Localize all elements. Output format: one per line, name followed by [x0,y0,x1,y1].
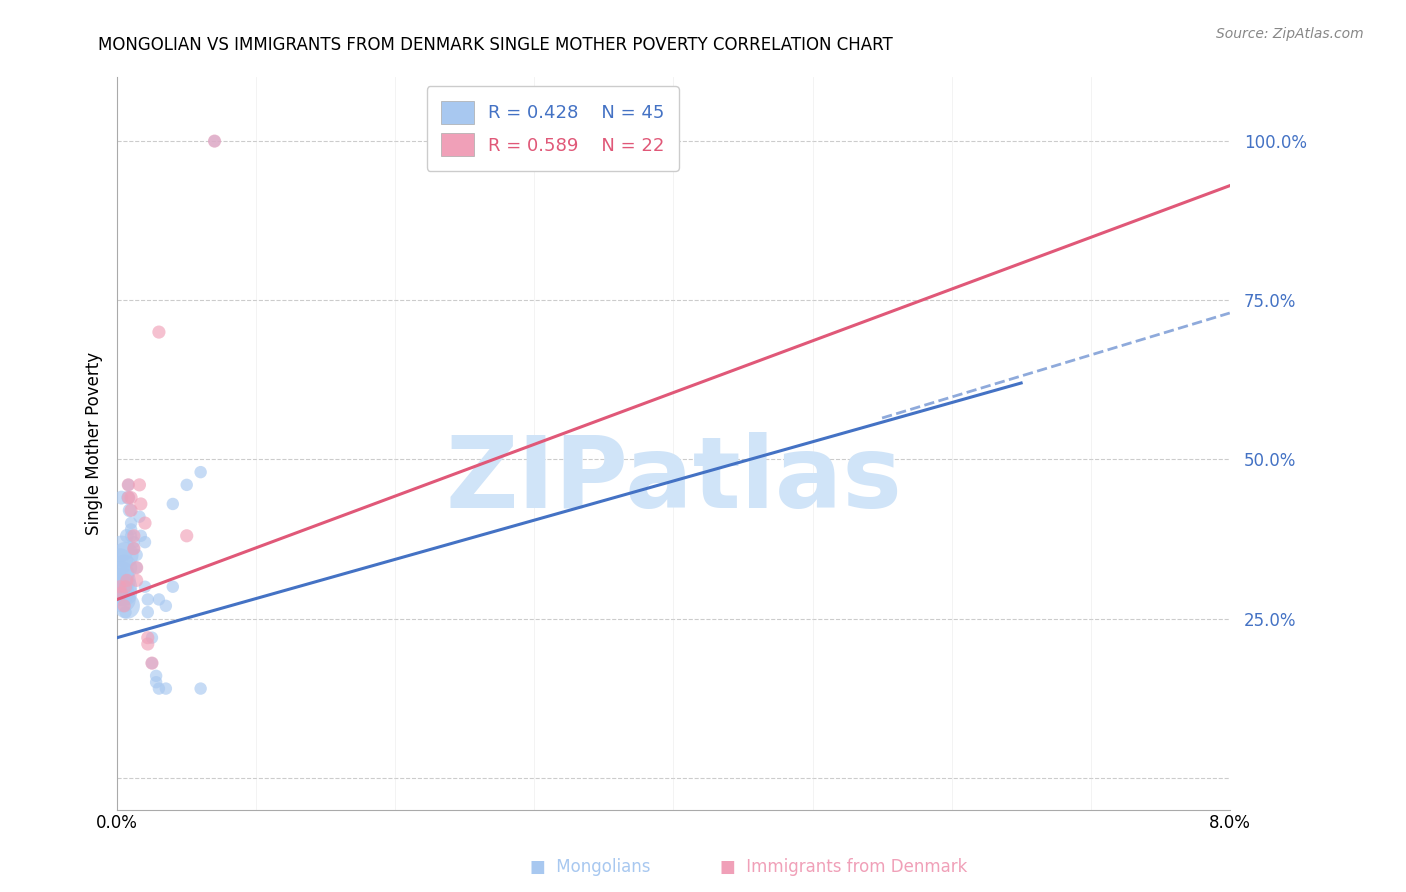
Point [148,325,170,339]
Point [155,599,177,613]
Point [115,574,138,588]
Legend: R = 0.428    N = 45, R = 0.589    N = 22: R = 0.428 N = 45, R = 0.589 N = 22 [426,87,679,170]
Point [111,574,134,588]
Point [176,529,198,543]
Point [108,580,131,594]
Point [118,503,141,517]
Point [155,681,177,696]
Text: Source: ZipAtlas.com: Source: ZipAtlas.com [1216,27,1364,41]
Point [110,491,132,505]
Point [141,631,163,645]
Point [145,675,167,690]
Point [148,681,170,696]
Point [115,529,138,543]
Point [134,535,156,549]
Point [129,497,152,511]
Point [120,503,142,517]
Point [120,491,142,505]
Point [117,491,139,505]
Point [120,523,142,537]
Point [117,491,139,505]
Point [120,516,142,530]
Point [136,631,159,645]
Point [136,592,159,607]
Point [125,560,148,574]
Point [114,580,136,594]
Point [125,560,148,574]
Text: ■  Immigrants from Denmark: ■ Immigrants from Denmark [720,858,967,876]
Point [115,599,138,613]
Point [112,599,135,613]
Point [128,509,150,524]
Point [110,586,132,600]
Point [190,465,212,479]
Point [125,574,148,588]
Point [108,580,131,594]
Point [190,681,212,696]
Point [122,541,145,556]
Point [141,656,163,670]
Point [117,478,139,492]
Point [108,554,131,568]
Point [204,134,226,148]
Point [111,592,134,607]
Point [134,516,156,530]
Point [136,605,159,619]
Point [110,586,132,600]
Point [128,478,150,492]
Point [122,541,145,556]
Point [176,478,198,492]
Point [117,478,139,492]
Point [110,541,132,556]
Text: ■  Mongolians: ■ Mongolians [530,858,651,876]
Point [112,560,135,574]
Point [122,535,145,549]
Point [145,669,167,683]
Point [141,656,163,670]
Point [134,580,156,594]
Point [136,637,159,651]
Point [129,529,152,543]
Point [162,580,184,594]
Point [120,529,142,543]
Point [112,586,135,600]
Y-axis label: Single Mother Poverty: Single Mother Poverty [86,352,103,535]
Text: MONGOLIAN VS IMMIGRANTS FROM DENMARK SINGLE MOTHER POVERTY CORRELATION CHART: MONGOLIAN VS IMMIGRANTS FROM DENMARK SIN… [98,36,893,54]
Point [122,529,145,543]
Point [148,592,170,607]
Point [114,605,136,619]
Point [162,497,184,511]
Point [112,580,135,594]
Point [114,548,136,562]
Text: ZIPatlas: ZIPatlas [446,432,901,529]
Point [110,566,132,581]
Point [125,548,148,562]
Point [204,134,226,148]
